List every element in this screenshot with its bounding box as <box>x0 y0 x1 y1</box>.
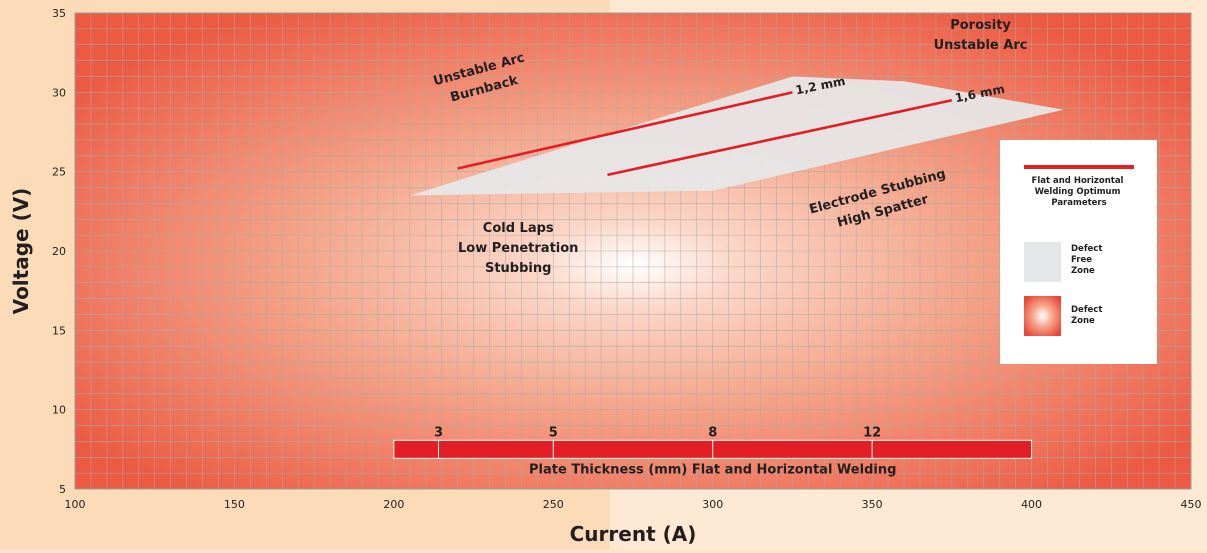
x-tick-label: 200 <box>383 498 404 511</box>
plate-thickness-mark: 12 <box>863 425 881 440</box>
legend-defect-free-line-2: Free <box>1071 255 1092 265</box>
annotation-label: Porosity Unstable Arc <box>934 18 1028 53</box>
annotation-line: Cold Laps <box>483 221 554 236</box>
plate-thickness-bar: 3 5 8 12 Plate Thickness (mm) Flat and Horiz… <box>393 425 1033 477</box>
annotation-line: Low Penetration <box>458 241 578 256</box>
legend-optimum-label-line-3: Parameters <box>1051 198 1106 208</box>
legend-defect-zone-swatch <box>1024 296 1061 336</box>
y-tick-label: 5 <box>59 483 66 496</box>
y-tick-label: 20 <box>52 245 66 258</box>
legend-optimum-label-line-1: Flat and Horizontal <box>1032 176 1124 186</box>
annotation-line: Stubbing <box>485 261 551 276</box>
y-tick-label: 10 <box>52 404 66 417</box>
y-axis-label: Voltage (V) <box>9 188 33 315</box>
legend-defect-free-swatch <box>1024 242 1061 282</box>
legend: Flat and Horizontal Welding Optimum Para… <box>1000 140 1157 364</box>
legend-defect-free-label: Defect Free Zone <box>1071 244 1105 276</box>
x-tick-label: 300 <box>702 498 723 511</box>
y-tick-label: 15 <box>52 324 66 337</box>
plate-thickness-mark: 3 <box>434 425 443 440</box>
plot-frame <box>74 12 1192 490</box>
annotation-label: Cold Laps Low Penetration Stubbing <box>458 221 578 276</box>
x-tick-label: 400 <box>1021 498 1042 511</box>
y-tick-label: 30 <box>52 86 66 99</box>
optimum-line <box>607 98 953 177</box>
legend-defect-zone-line-1: Defect <box>1071 305 1102 315</box>
x-tick-label: 250 <box>543 498 564 511</box>
x-tick-label: 450 <box>1181 498 1202 511</box>
optimum-line <box>457 91 793 170</box>
annotation-line: Porosity <box>950 18 1011 33</box>
defect-free-zone <box>409 76 1064 196</box>
plate-thickness-mark: 8 <box>708 425 717 440</box>
x-axis-label: Current (A) <box>570 522 697 546</box>
plate-thickness-label: Plate Thickness (mm) Flat and Horizontal… <box>529 462 896 477</box>
plate-thickness-mark: 5 <box>549 425 558 440</box>
legend-optimum-label: Flat and Horizontal Welding Optimum Para… <box>1032 176 1127 208</box>
annotation-line: Unstable Arc <box>934 38 1028 53</box>
x-tick-label: 150 <box>224 498 245 511</box>
legend-defect-zone-label: Defect Zone <box>1071 305 1105 326</box>
x-tick-label: 350 <box>862 498 883 511</box>
y-tick-label: 25 <box>52 166 66 179</box>
x-tick-label: 100 <box>65 498 86 511</box>
y-tick-label: 35 <box>52 7 66 20</box>
legend-optimum-label-line-2: Welding Optimum <box>1035 187 1121 197</box>
legend-optimum-line <box>1024 165 1134 169</box>
legend-defect-zone-line-2: Zone <box>1071 316 1095 326</box>
legend-defect-free-line-1: Defect <box>1071 244 1102 254</box>
legend-defect-free-line-3: Zone <box>1071 266 1095 276</box>
